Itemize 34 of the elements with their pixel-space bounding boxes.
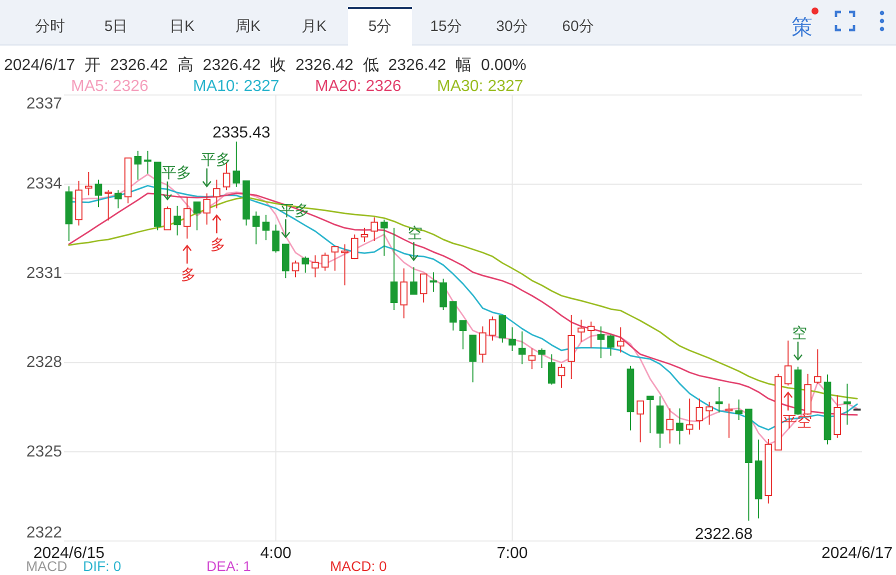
x-tick-label: 4:00 bbox=[260, 545, 292, 562]
annotation: 空 bbox=[792, 324, 807, 342]
x-tick-label: 7:00 bbox=[496, 545, 528, 562]
text: 策 bbox=[792, 16, 812, 39]
text: 30分 bbox=[496, 18, 528, 35]
text: 日K bbox=[169, 18, 195, 35]
text: MA10: 2327 bbox=[193, 78, 280, 95]
y-tick-label: 2322 bbox=[26, 524, 62, 542]
y-tick-label: 2337 bbox=[26, 96, 62, 112]
text: 5日 bbox=[104, 18, 128, 35]
y-tick-label: 2331 bbox=[26, 264, 62, 282]
y-tick-label: 2334 bbox=[26, 176, 62, 193]
y-tick-label: 2325 bbox=[26, 443, 62, 460]
annotation: 空 bbox=[408, 225, 423, 242]
text: MACD: 0 bbox=[330, 558, 387, 574]
annotation: 2322.68 bbox=[694, 526, 753, 543]
text: 周K bbox=[235, 18, 261, 35]
text: 2024/6/17 开 2326.42 高 2326.42 收 2326.42 低 2326.42 幅 0.00% bbox=[4, 56, 526, 74]
annotation: 平多 bbox=[161, 164, 192, 182]
text: MA30: 2327 bbox=[437, 78, 524, 95]
x-tick-label: 2024/6/17 bbox=[821, 545, 893, 562]
y-tick-label: 2328 bbox=[26, 354, 62, 372]
annotation: 2335.43 bbox=[212, 124, 270, 142]
annotation: 多 bbox=[210, 236, 226, 254]
text: MA5: 2326 bbox=[71, 78, 148, 95]
text: DEA: 1 bbox=[206, 558, 252, 574]
text: 15分 bbox=[430, 18, 462, 35]
text: 5分 bbox=[368, 18, 392, 35]
annotation: 平多 bbox=[200, 151, 231, 168]
annotation: 多 bbox=[181, 266, 196, 284]
text: 月K bbox=[301, 18, 327, 35]
text: 分时 bbox=[35, 18, 65, 35]
text: MA20: 2326 bbox=[315, 78, 402, 95]
text: 60分 bbox=[562, 18, 594, 35]
